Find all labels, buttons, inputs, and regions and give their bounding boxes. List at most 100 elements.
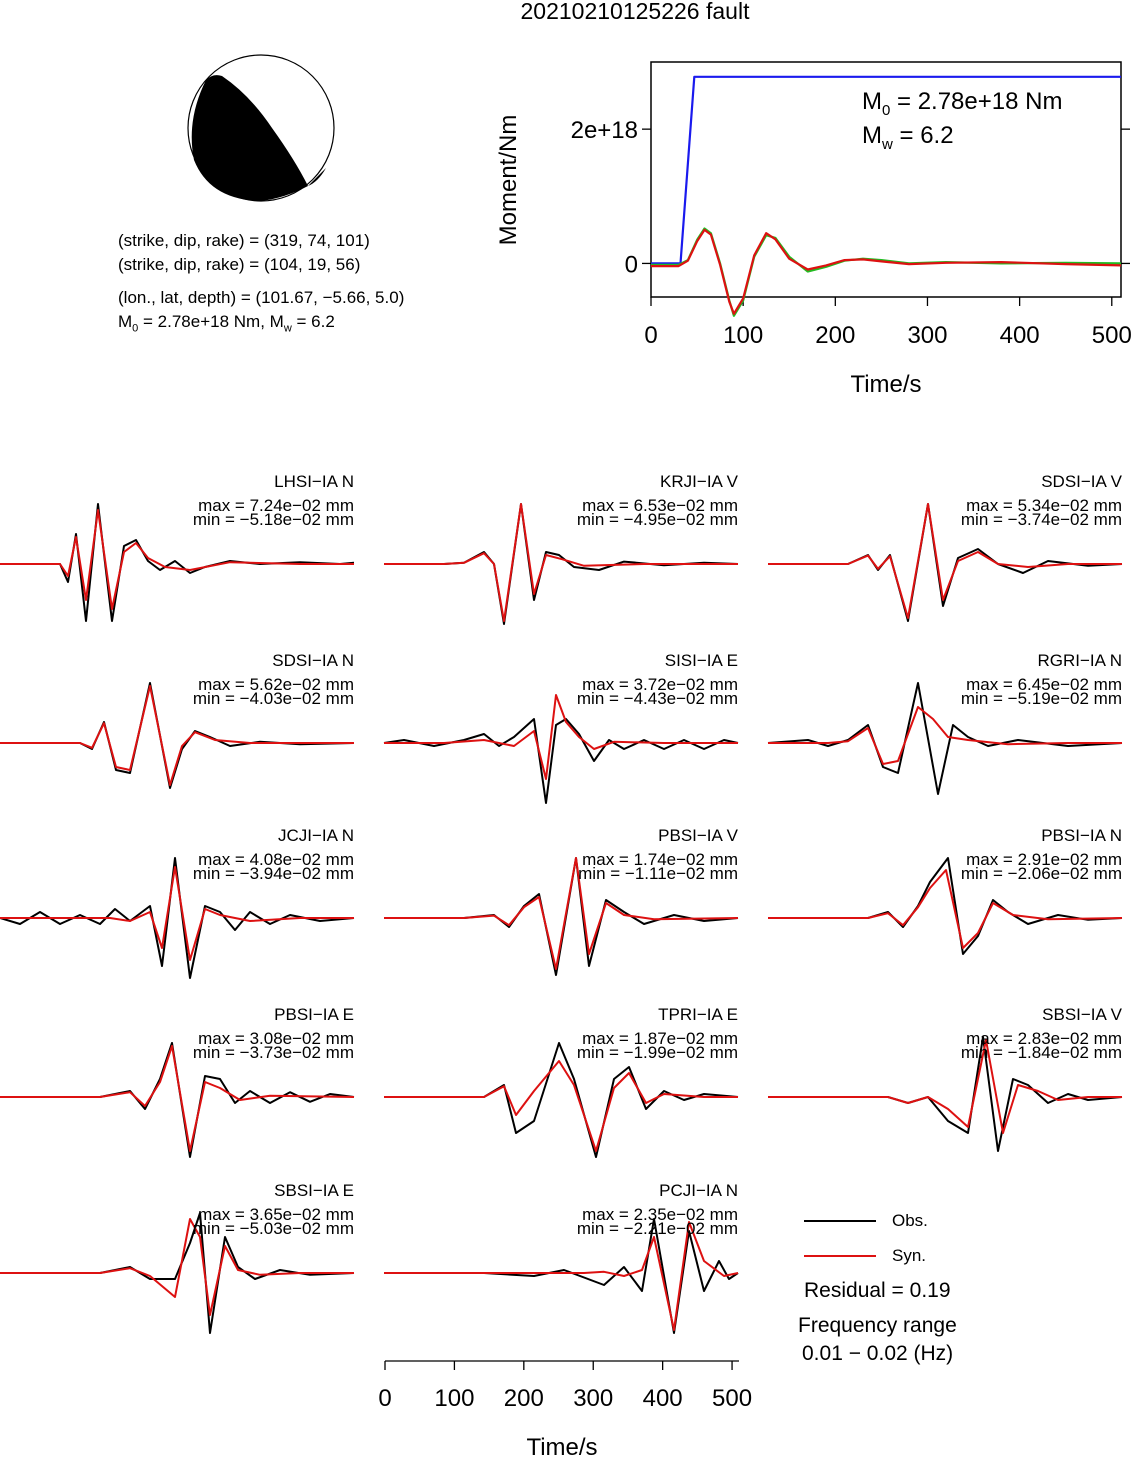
station-name: PBSI−IA N (1041, 826, 1122, 845)
station-min: min = −3.73e−02 mm (193, 1043, 354, 1062)
legend-obs-label: Obs. (892, 1211, 928, 1230)
station-name: SBSI−IA E (274, 1181, 354, 1200)
station-min: min = −2.21e−02 mm (577, 1219, 738, 1238)
station-name: SBSI−IA V (1042, 1005, 1123, 1024)
observed-trace (384, 1042, 739, 1158)
beach-ball-compressional (191, 75, 308, 201)
moment-xtick-label: 300 (907, 322, 947, 349)
moment-ytick-label: 0 (625, 251, 638, 278)
mw-sub: w (283, 322, 292, 335)
moment-base: M (118, 312, 133, 331)
moment-axis-ticks: 0 100 200 300 400 500 0 2e+18 (571, 117, 1132, 349)
station-name: SISI−IA E (665, 651, 738, 670)
residual-text: Residual = 0.19 (804, 1279, 951, 1302)
moment-ylabel: Moment/Nm (495, 115, 522, 246)
moment-text: M0 = 2.78e+18 Nm, Mw = 6.2 (118, 312, 335, 334)
station-min: min = −4.95e−02 mm (577, 510, 738, 529)
station-max: max = 2.35e−02 mm (582, 1205, 738, 1224)
moment-xtick-label: 500 (1092, 322, 1132, 349)
station-name: PBSI−IA V (658, 826, 739, 845)
synthetic-trace (384, 857, 739, 970)
station-min: min = −5.18e−02 mm (193, 510, 354, 529)
synthetic-trace (0, 509, 354, 610)
plane2-text: (strike, dip, rake) = (104, 19, 56) (118, 255, 361, 274)
station-min: min = −2.06e−02 mm (961, 864, 1122, 883)
station-max: max = 4.08e−02 mm (198, 850, 354, 869)
synthetic-trace (384, 694, 738, 780)
station-min: min = −5.03e−02 mm (193, 1219, 354, 1238)
wave-xtick-label: 0 (378, 1385, 391, 1412)
wave-xtick-label: 100 (434, 1385, 474, 1412)
wave-xlabel: Time/s (526, 1434, 597, 1458)
frequency-title: Frequency range (798, 1314, 957, 1337)
station-max: max = 1.74e−02 mm (582, 850, 738, 869)
station-name: PBSI−IA E (274, 1005, 354, 1024)
mw-value: = 6.2 (893, 122, 954, 149)
station-name: SDSI−IA V (1041, 472, 1122, 491)
moment-series-line-0 (651, 75, 1121, 265)
station-min: min = −4.03e−02 mm (193, 689, 354, 708)
m0-value: = 2.78e+18 Nm (890, 88, 1062, 115)
moment-xtick-label: 400 (1000, 322, 1040, 349)
beach-ball (187, 54, 335, 202)
page-title: 20210210125226 fault (520, 0, 750, 24)
moment-frame (650, 61, 1122, 298)
frequency-value: 0.01 − 0.02 (Hz) (802, 1342, 954, 1365)
station-name: SDSI−IA N (272, 651, 354, 670)
synthetic-trace (768, 869, 1123, 949)
station-max: max = 7.24e−02 mm (198, 496, 354, 515)
station-max: max = 6.45e−02 mm (966, 675, 1122, 694)
moment-m0-annotation: M0 = 2.78e+18 Nm (862, 88, 1062, 119)
moment-series (651, 75, 1122, 317)
moment-xtick-label: 100 (723, 322, 763, 349)
synthetic-trace (768, 1039, 1122, 1134)
synthetic-trace (0, 685, 354, 786)
station-min: min = −1.11e−02 mm (578, 864, 738, 883)
wave-xtick-label: 500 (712, 1385, 752, 1412)
synthetic-trace (384, 1060, 738, 1152)
station-min: min = −4.43e−02 mm (577, 689, 738, 708)
moment-ytick-label: 2e+18 (571, 117, 638, 144)
m0-sub: 0 (882, 102, 890, 119)
moment-xlabel: Time/s (850, 371, 921, 398)
station-min: min = −5.19e−02 mm (961, 689, 1122, 708)
wave-xtick-label: 400 (643, 1385, 683, 1412)
synthetic-trace (384, 1221, 739, 1331)
moment-series-line-2 (651, 228, 1122, 315)
station-name: JCJI−IA N (278, 826, 354, 845)
station-max: max = 3.65e−02 mm (198, 1205, 354, 1224)
synthetic-trace (0, 1218, 354, 1316)
moment-xtick-label: 200 (815, 322, 855, 349)
station-max: max = 2.91e−02 mm (966, 850, 1122, 869)
waveform-time-axis: 0 100 200 300 400 500 Time/s (378, 1360, 752, 1458)
location-text: (lon., lat, depth) = (101.67, −5.66, 5.0… (118, 288, 405, 307)
station-min: min = −3.74e−02 mm (961, 510, 1122, 529)
station-max: max = 3.08e−02 mm (198, 1029, 354, 1048)
station-name: TPRI−IA E (658, 1005, 738, 1024)
synthetic-trace (0, 866, 354, 961)
station-name: RGRI−IA N (1037, 651, 1122, 670)
station-min: min = −1.99e−02 mm (577, 1043, 738, 1062)
station-max: max = 1.87e−02 mm (582, 1029, 738, 1048)
moment-xtick-label: 0 (644, 322, 657, 349)
beach-ball-compressional-small (308, 168, 326, 186)
moment-sub: 0 (132, 322, 139, 335)
wave-xtick-label: 200 (504, 1385, 544, 1412)
moment-rest: = 2.78e+18 Nm, M (138, 312, 284, 331)
mw-rest: = 6.2 (291, 312, 335, 331)
